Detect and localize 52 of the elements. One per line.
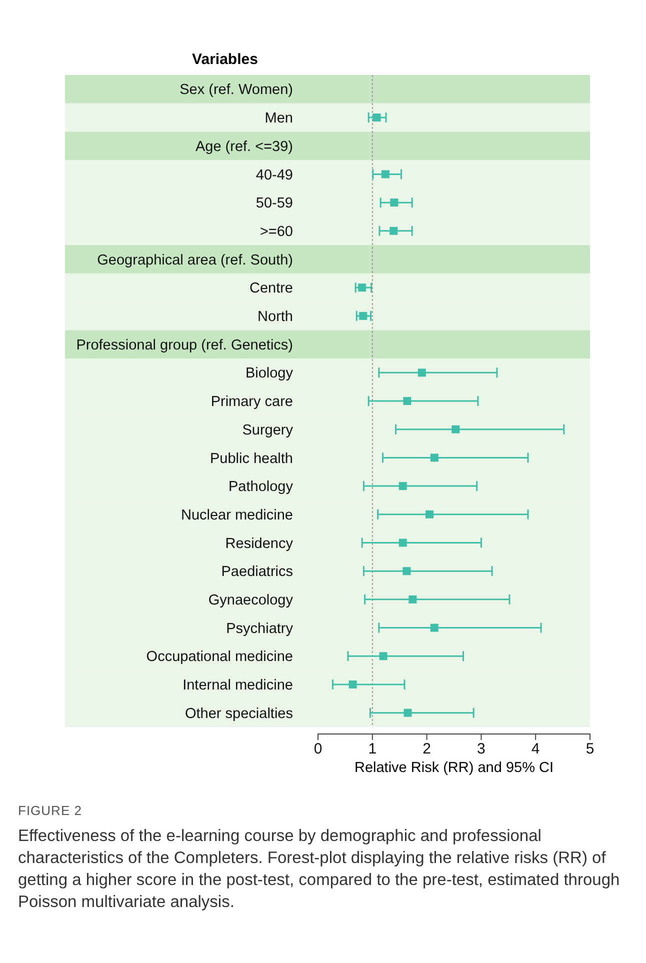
x-tick-label: 4	[531, 740, 540, 758]
y-tick-label: Age (ref. <=39)	[195, 138, 293, 155]
caption: FIGURE 2	[18, 803, 82, 818]
y-tick-label: Sex (ref. Women)	[180, 82, 293, 98]
y-tick-label: >=60	[260, 224, 293, 240]
y-tick-label: Paediatrics	[221, 564, 293, 580]
y-tick-label: Residency	[225, 536, 294, 552]
x-tick-label: 3	[477, 740, 486, 758]
point	[402, 567, 411, 576]
point	[403, 397, 412, 405]
point	[426, 510, 434, 518]
y-tick-label: Pathology	[228, 479, 294, 496]
x-tick-label: 0	[314, 740, 322, 758]
y-tick-label: 40-49	[256, 167, 293, 184]
y-tick-label: Primary care	[210, 394, 293, 410]
y-tick-label: Geographical area (ref. South)	[97, 252, 293, 268]
y-tick-label: Occupational medicine	[146, 649, 293, 666]
point	[348, 680, 357, 688]
point	[390, 198, 398, 207]
point	[398, 482, 407, 490]
y-tick-label: Psychiatry	[226, 620, 294, 637]
y-tick-label: Gynaecology	[208, 592, 294, 609]
text: Effectiveness of the e-learning course by demographic and professional characteristics of the Completers. Forest-plot displaying the relative risks (RR) of getting a higher score in the post-test, compared to the pre-test, estimated through Poisson multivariate analysis.	[18, 827, 620, 911]
point	[390, 226, 398, 235]
y-tick-label: Nuclear medicine	[180, 507, 293, 524]
x-tick-label: 1	[368, 740, 377, 758]
point	[372, 114, 381, 122]
point	[381, 170, 390, 178]
y-tick-label: 50-59	[256, 196, 293, 212]
point	[452, 425, 460, 434]
y-axis-title: Variables	[192, 51, 258, 68]
x-tick-label: 5	[586, 740, 594, 758]
y-tick-label: Men	[264, 110, 293, 127]
y-tick-label: Biology	[245, 366, 294, 382]
point	[430, 624, 438, 632]
point	[359, 312, 368, 320]
point	[379, 652, 388, 660]
x-tick-label: 2	[422, 740, 431, 758]
y-tick-label: North	[258, 309, 293, 326]
point	[358, 284, 366, 292]
y-tick-label: Other specialties	[185, 706, 293, 722]
y-tick-label: Professional group (ref. Genetics)	[76, 337, 293, 354]
y-tick-label: Internal medicine	[182, 678, 293, 694]
point	[398, 538, 407, 547]
x-axis-title: Relative Risk (RR) and 95% CI	[354, 760, 554, 776]
point	[418, 368, 426, 377]
y-tick-label: Public health	[210, 450, 293, 467]
y-tick-label: Surgery	[242, 422, 294, 438]
point	[430, 454, 438, 462]
y-tick-label: Centre	[249, 280, 293, 297]
point	[408, 595, 417, 604]
point	[404, 708, 412, 717]
